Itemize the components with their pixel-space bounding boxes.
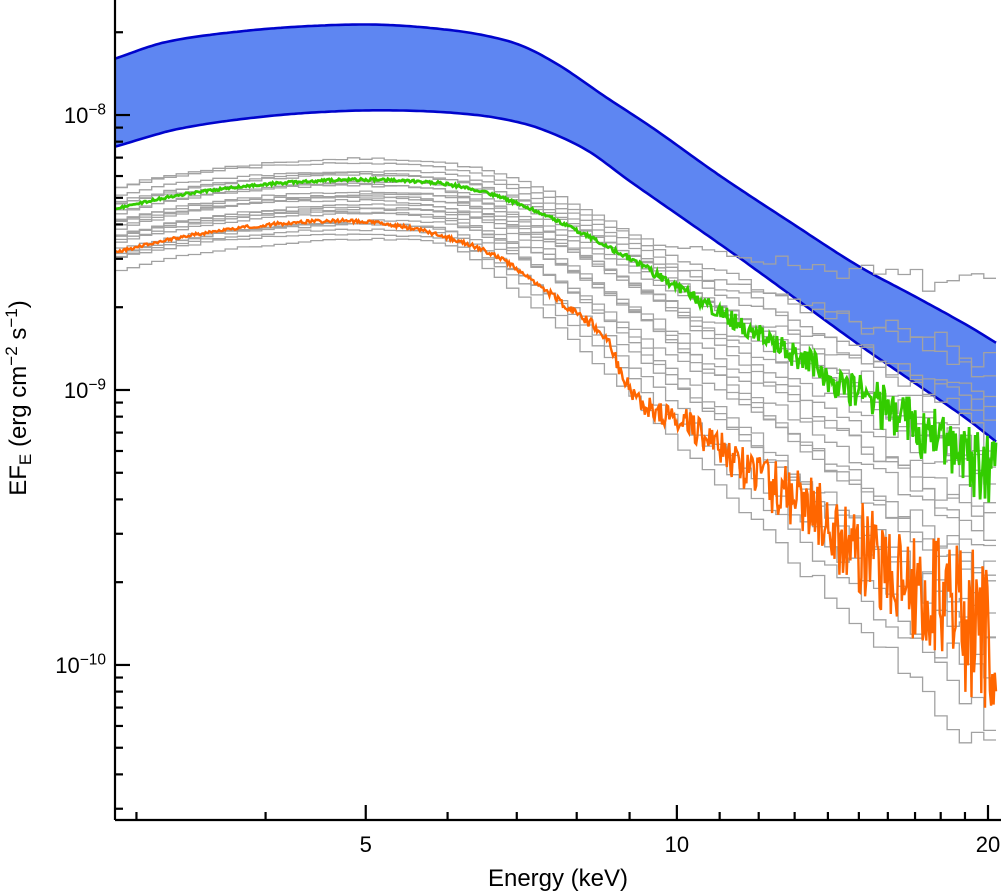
band-upper-edge <box>115 23 997 344</box>
y-tick-label: 10−10 <box>55 652 106 678</box>
orange-spectrum <box>115 216 998 708</box>
gray-spectrum-line <box>115 237 996 744</box>
gray-spectrum-line <box>115 219 996 532</box>
x-axis-label: Energy (keV) <box>488 865 628 891</box>
y-tick-label: 10−9 <box>64 377 106 403</box>
x-tick-label: 10 <box>665 832 689 857</box>
x-tick-label: 20 <box>976 832 1000 857</box>
axis-labels: 5 10 20 10−8 10−9 10−10 Energy (keV) EFE (erg c… <box>2 102 1000 891</box>
band-lower-edge <box>115 109 997 443</box>
y-tick-label: 10−8 <box>64 102 106 128</box>
green-spectrum <box>115 175 998 503</box>
gray-spectrum-line <box>115 228 996 732</box>
gray-spectrum-line <box>115 157 996 292</box>
y-axis-label: EFE (erg cm−2 s−1) <box>2 300 35 495</box>
gray-spectra <box>115 157 996 744</box>
gray-spectrum-line <box>115 173 996 368</box>
plot-area <box>115 23 998 744</box>
x-tick-label: 5 <box>360 832 372 857</box>
axes <box>113 0 1001 822</box>
blue-confidence-band <box>115 23 997 443</box>
gray-spectrum-line <box>115 223 996 576</box>
